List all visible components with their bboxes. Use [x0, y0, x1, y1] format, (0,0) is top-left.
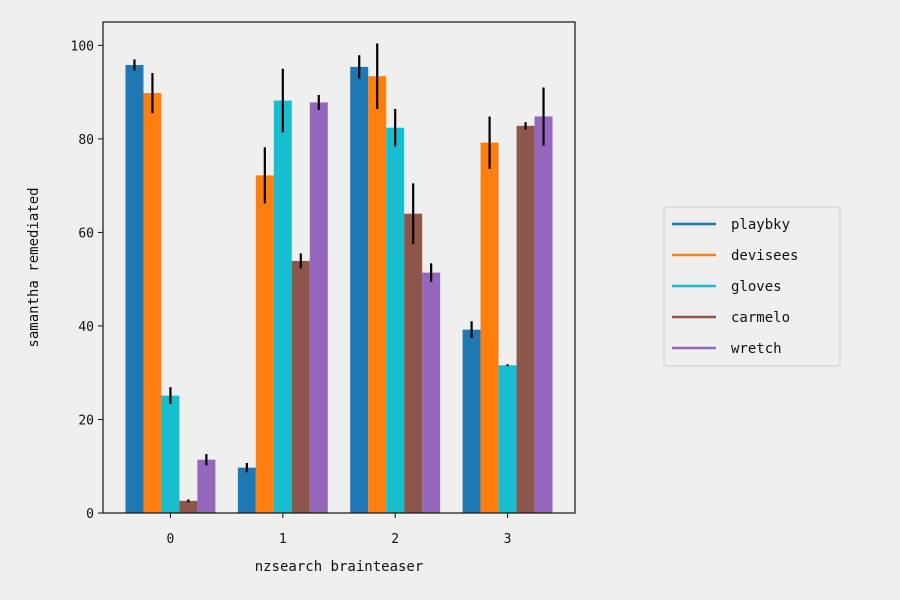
legend: playbky devisees gloves carmelo wretch: [663, 206, 841, 367]
bar-carmelo-2: [404, 213, 423, 513]
y-tick-label: 60: [78, 226, 94, 241]
bar-wretch-1: [309, 102, 328, 513]
bar-gloves-2: [386, 127, 405, 513]
bar-wretch-0: [197, 459, 216, 513]
x-tick-label: 0: [167, 532, 175, 547]
bar-playbky-3: [462, 329, 481, 513]
bar-gloves-0: [161, 395, 180, 513]
bar-playbky-2: [350, 66, 369, 514]
error-bars-group: [133, 43, 545, 503]
y-tick-label: 20: [78, 413, 94, 428]
bar-wretch-2: [422, 272, 441, 513]
legend-label-playbky: playbky: [731, 217, 790, 233]
bar-playbky-0: [125, 65, 144, 514]
legend-label-wretch: wretch: [731, 341, 782, 357]
x-axis: 0 1 2 3: [167, 513, 512, 547]
y-tick-label: 100: [71, 39, 94, 54]
legend-label-carmelo: carmelo: [731, 310, 790, 326]
x-tick-label: 2: [391, 532, 399, 547]
x-axis-label: nzsearch brainteaser: [255, 559, 424, 575]
bar-carmelo-0: [179, 500, 198, 513]
bar-playbky-1: [237, 467, 256, 513]
y-tick-label: 0: [86, 507, 94, 522]
legend-label-devisees: devisees: [731, 248, 798, 264]
bars-group: [125, 65, 553, 514]
y-axis-label: samantha remediated: [26, 187, 42, 347]
bar-devisees-2: [368, 76, 387, 514]
x-tick-label: 3: [504, 532, 512, 547]
bar-wretch-3: [534, 116, 553, 513]
bar-carmelo-3: [516, 125, 535, 513]
legend-box: [663, 206, 841, 367]
y-axis: 0 20 40 60 80 100: [71, 39, 103, 522]
bar-gloves-1: [273, 100, 292, 513]
x-tick-label: 1: [279, 532, 287, 547]
bar-devisees-0: [143, 93, 162, 513]
bar-devisees-1: [255, 175, 274, 514]
bar-devisees-3: [480, 142, 499, 513]
y-tick-label: 80: [78, 133, 94, 148]
y-tick-label: 40: [78, 320, 94, 335]
legend-label-gloves: gloves: [731, 279, 782, 295]
plot-frame: [102, 21, 576, 514]
bar-gloves-3: [498, 365, 517, 513]
bar-carmelo-1: [291, 260, 310, 513]
